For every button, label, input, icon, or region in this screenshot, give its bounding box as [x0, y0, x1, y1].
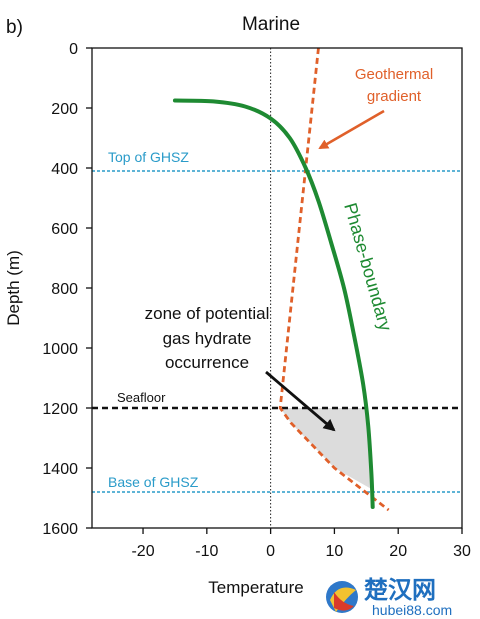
y-tick-label: 1400 [42, 461, 78, 478]
watermark-cn: 楚汉网 [364, 577, 436, 604]
x-tick-label: -20 [131, 543, 154, 560]
watermark-url: hubei88.com [372, 602, 452, 618]
y-tick-label: 600 [51, 221, 78, 238]
panel-label: b) [6, 17, 23, 38]
zone-label-line1: zone of potential [145, 304, 270, 323]
zone-label-line2: gas hydrate [163, 329, 252, 348]
y-tick-label: 0 [69, 41, 78, 58]
geothermal-arrow [318, 109, 385, 150]
seafloor-label: Seafloor [117, 390, 166, 405]
y-axis-label: Depth (m) [4, 250, 23, 326]
zone-label-line3: occurrence [165, 353, 249, 372]
geothermal-label-line1: Geothermal [355, 66, 433, 83]
y-axis-ticks: 0 200 400 600 800 1000 1200 1400 1600 [42, 41, 92, 538]
y-tick-label: 1200 [42, 401, 78, 418]
y-tick-label: 200 [51, 101, 78, 118]
x-axis-label: Temperature [208, 578, 303, 597]
y-tick-label: 400 [51, 161, 78, 178]
plot-frame [91, 47, 463, 529]
y-tick-label: 1600 [42, 521, 78, 538]
x-tick-label: 30 [453, 543, 471, 560]
base-ghsz-label: Base of GHSZ [108, 474, 199, 490]
top-ghsz-label: Top of GHSZ [108, 149, 189, 165]
geothermal-label-line2: gradient [367, 88, 422, 105]
zone-arrow [265, 370, 336, 432]
y-tick-label: 1000 [42, 341, 78, 358]
x-tick-label: -10 [195, 543, 218, 560]
geothermal-gradient-line [278, 47, 390, 512]
x-tick-label: 0 [266, 543, 275, 560]
phase-boundary-curve [172, 98, 375, 509]
x-tick-label: 10 [326, 543, 344, 560]
chart-title: Marine [242, 14, 300, 35]
x-tick-label: 20 [389, 543, 407, 560]
y-tick-label: 800 [51, 281, 78, 298]
hydrate-zone-fill [280, 408, 372, 489]
x-axis-ticks: -20 -10 0 10 20 30 [131, 528, 471, 560]
watermark: 楚汉网 hubei88.com [326, 577, 452, 618]
